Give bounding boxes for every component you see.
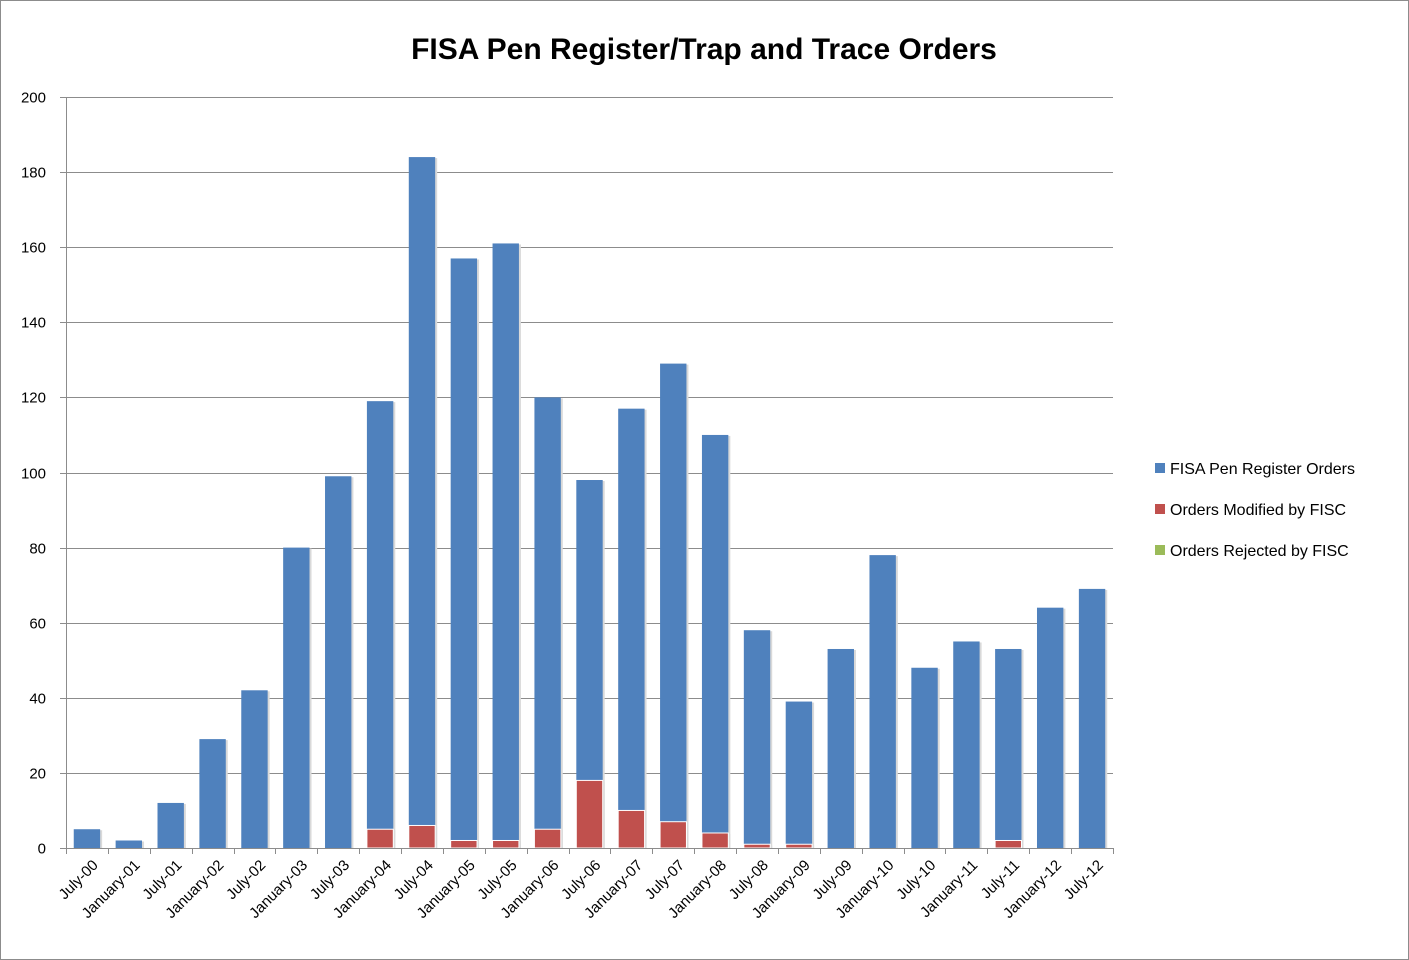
bar [492,243,519,848]
bar [366,401,394,848]
bar [743,630,771,848]
bar [199,739,226,848]
y-tick-label: 180 [21,165,46,182]
y-tick-label: 20 [29,766,46,783]
bar [618,408,645,848]
bar [659,821,687,849]
bar [994,839,1022,849]
bar [366,828,394,849]
legend-label: Orders Rejected by FISC [1170,543,1349,560]
bar [325,476,352,848]
bar [157,802,184,848]
bar [1036,607,1064,848]
legend-swatch [1155,545,1165,555]
bar [743,843,771,849]
legend: FISA Pen Register Orders Orders Modified … [1155,461,1355,560]
bar [241,690,268,848]
y-tick-label: 80 [29,541,46,558]
legend-label: FISA Pen Register Orders [1170,461,1355,478]
bar [869,555,896,848]
bar [283,547,310,848]
bar [995,648,1022,848]
y-tick-label: 60 [29,616,46,633]
legend-swatch [1155,463,1165,473]
bar [73,829,101,848]
bar [492,839,520,849]
bar [533,828,562,849]
y-tick-label: 160 [21,240,46,257]
axes [66,97,1113,849]
bar [827,648,854,848]
bar [408,157,436,848]
bar [617,809,646,849]
bar [785,701,813,848]
chart-title: FISA Pen Register/Trap and Trace Orders [411,33,997,66]
bar [660,363,687,848]
bar [408,824,436,849]
y-tick-label: 40 [29,691,46,708]
y-tick-label: 140 [21,315,46,332]
bar [575,779,604,849]
legend-label: Orders Modified by FISC [1170,502,1346,519]
y-tick-label: 0 [38,841,46,858]
y-tick-label: 100 [21,466,46,483]
bar [115,840,143,848]
bar [534,397,561,848]
legend-swatch [1155,504,1165,514]
bar [911,667,938,848]
y-tick-label: 200 [21,90,46,107]
bar [701,434,729,848]
bar [701,832,729,849]
bar [450,839,478,849]
bars [73,157,1108,849]
bar [1078,588,1106,848]
bar [450,258,478,849]
bar [953,641,980,848]
y-axis-ticks: 0 20 40 60 80 100 120 140 160 180 200 [21,90,66,858]
y-tick-label: 120 [21,390,46,407]
bar [785,843,813,849]
